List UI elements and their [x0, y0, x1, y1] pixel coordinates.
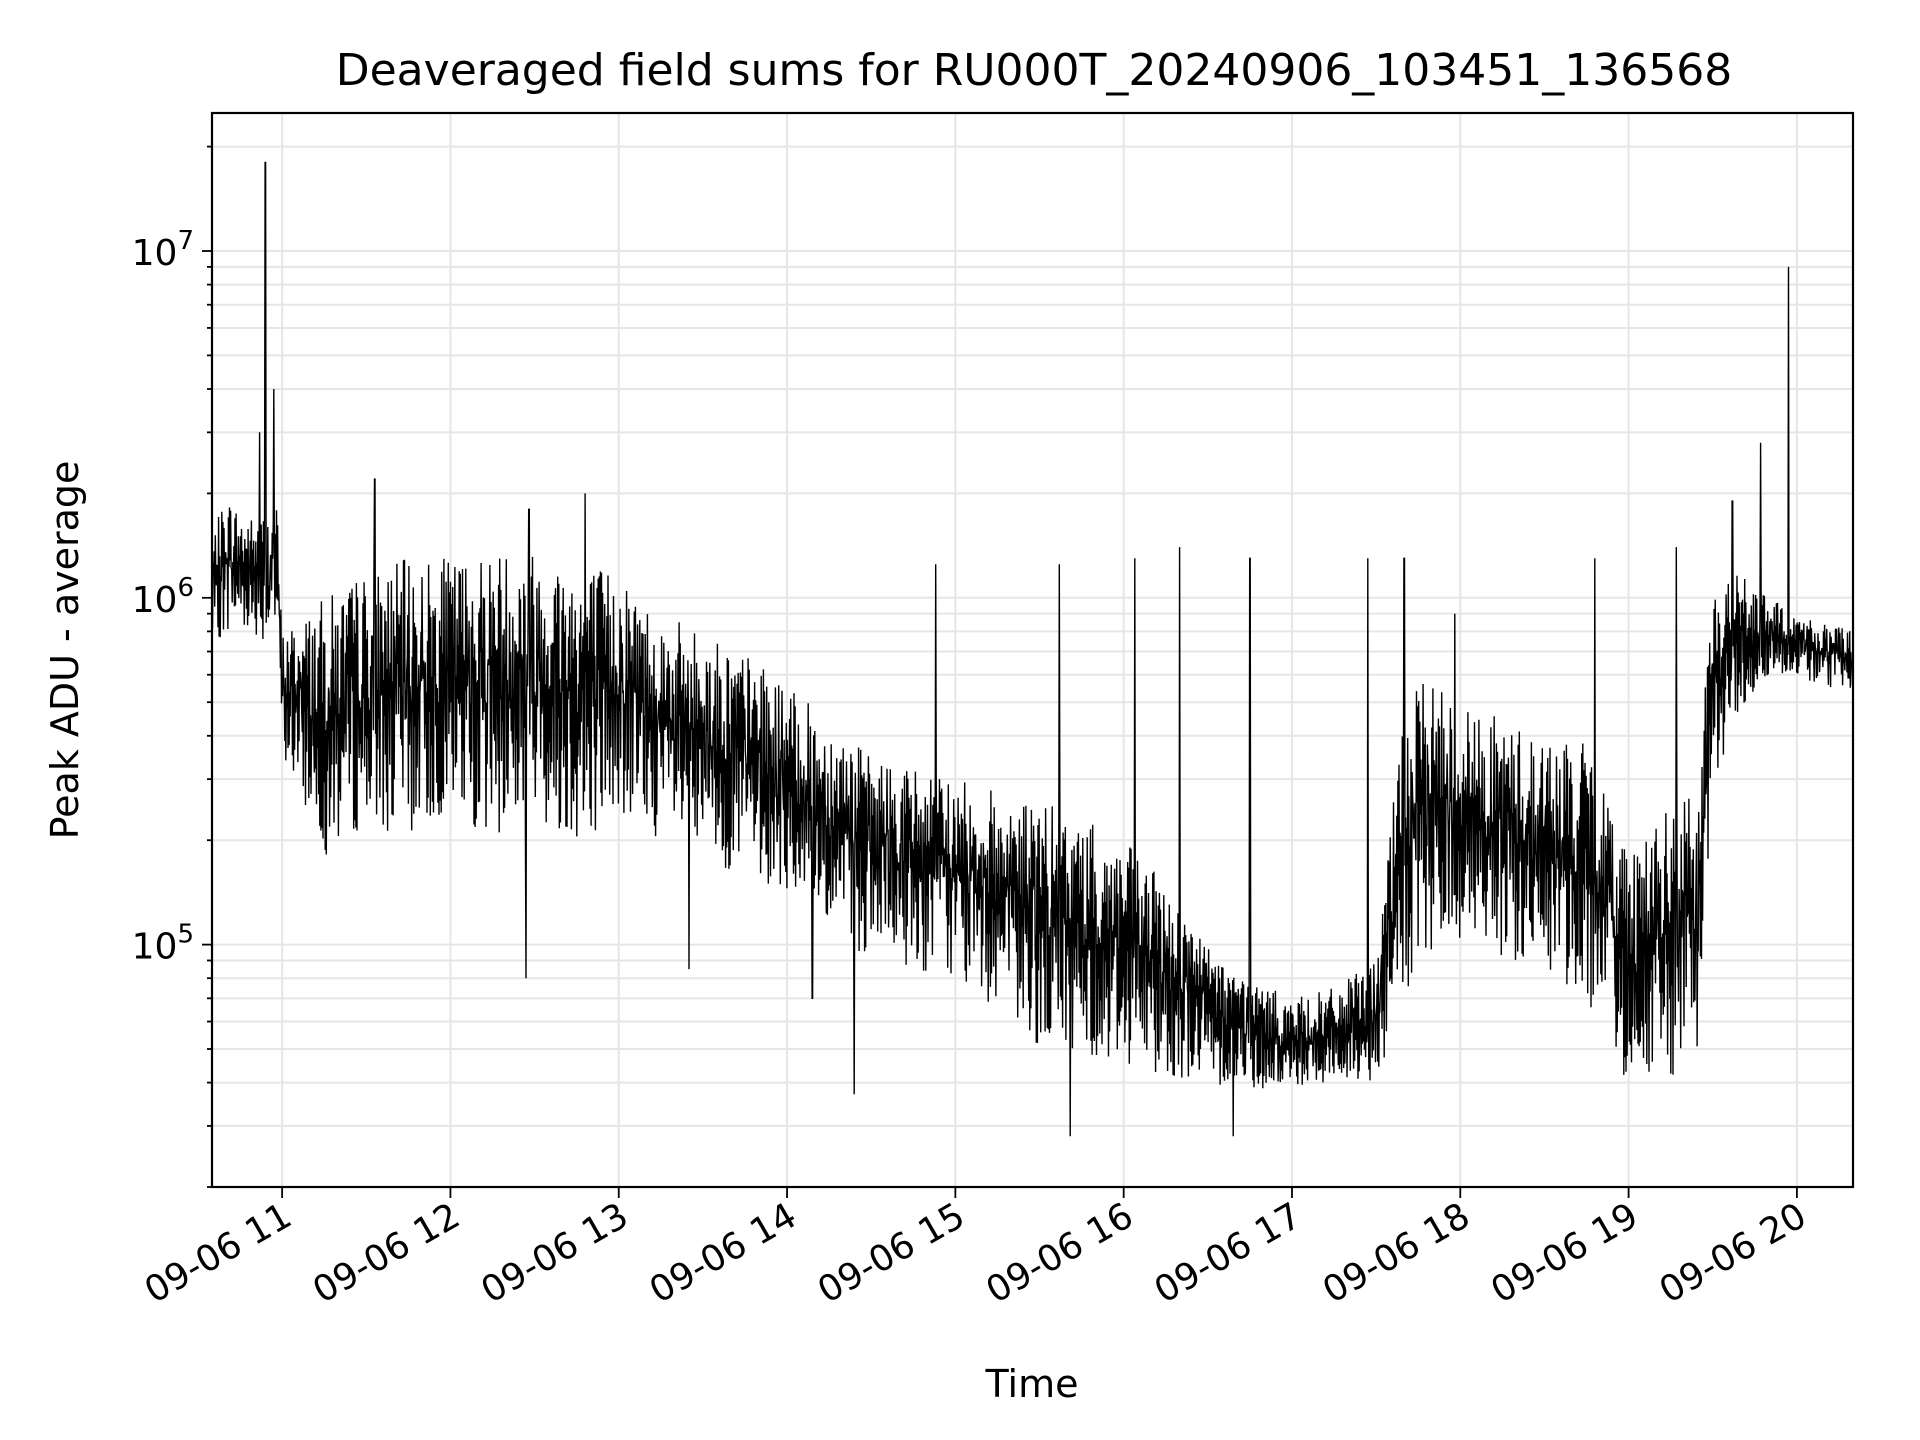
chart-title: Deaveraged field sums for RU000T_2024090…: [336, 45, 1733, 96]
data-line: [211, 161, 1854, 1137]
y-tick-label-exponent: 7: [177, 226, 194, 256]
grid: [212, 113, 1853, 1188]
y-tick-label-exponent: 6: [177, 573, 194, 603]
data-line-group: [211, 161, 1854, 1137]
y-tick-label-base: 10: [132, 233, 178, 274]
y-tick-label: 107: [132, 226, 194, 274]
y-tick-label: 106: [132, 573, 194, 621]
y-tick-label-base: 10: [132, 580, 178, 621]
y-tick-label-base: 10: [132, 927, 178, 968]
x-axis-label: Time: [985, 1362, 1079, 1406]
y-tick-label-exponent: 5: [177, 920, 194, 950]
plot-frame: [210, 111, 1855, 1189]
y-tick-label: 105: [132, 920, 194, 968]
y-axis-label: Peak ADU - average: [43, 461, 87, 840]
